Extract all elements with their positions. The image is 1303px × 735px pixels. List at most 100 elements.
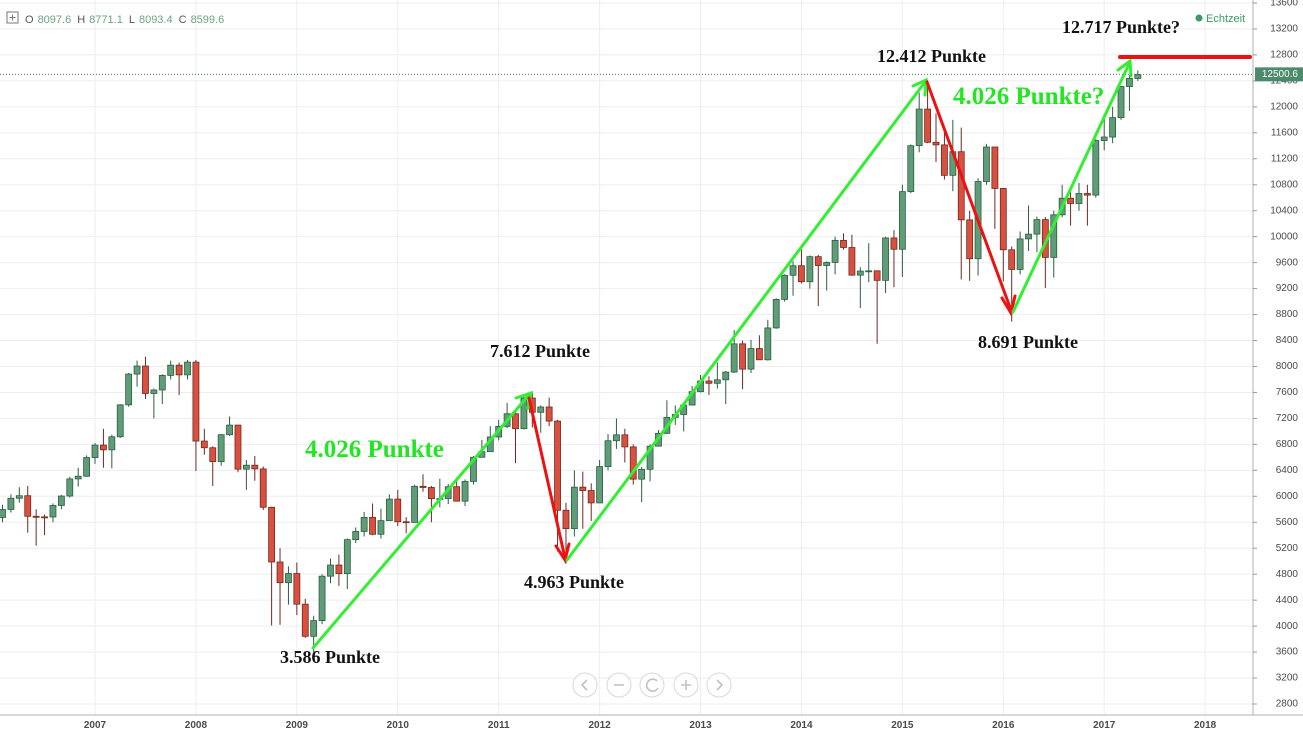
scroll-left[interactable]: [572, 672, 598, 698]
x-tick-label: 2016: [992, 720, 1015, 731]
annotation: 4.026 Punkte?: [953, 83, 1104, 110]
candle-body: [116, 404, 124, 438]
y-tick-label: 2800: [1276, 699, 1299, 710]
candle-body: [798, 265, 805, 283]
candle-body: [1092, 140, 1100, 196]
candle-body: [941, 144, 948, 176]
candle-body: [461, 481, 469, 502]
candle-body: [327, 564, 334, 577]
y-tick-label: 12000: [1270, 101, 1298, 112]
candle-body: [402, 521, 410, 524]
candle-body: [41, 516, 48, 519]
candle-body: [512, 413, 519, 430]
candle-body: [570, 486, 578, 530]
trend-arrows: [311, 55, 1252, 650]
candle-body: [57, 495, 65, 506]
arrow: [1011, 62, 1131, 314]
candle-body: [1134, 73, 1142, 79]
candle-body: [1075, 193, 1083, 204]
candle-body: [470, 456, 477, 482]
candle-body: [1008, 249, 1016, 270]
candle-body: [882, 237, 889, 281]
reset[interactable]: [639, 672, 665, 698]
ohlc-value: 8093.4: [139, 14, 173, 26]
y-tick-label: 10800: [1270, 179, 1298, 190]
y-tick-label: 10000: [1270, 231, 1298, 242]
y-tick-label: 11600: [1271, 127, 1299, 138]
candle-body: [226, 424, 233, 436]
annotation: 12.412 Punkte: [877, 46, 986, 66]
candle-body: [789, 265, 797, 276]
status-dot: [1195, 14, 1203, 22]
candle-body: [579, 486, 587, 491]
candle-body: [814, 256, 822, 266]
candle-body: [915, 108, 923, 147]
y-tick-label: 3600: [1276, 647, 1299, 658]
candle-body: [831, 239, 839, 263]
candle-body: [898, 191, 906, 250]
candle-body: [192, 361, 200, 442]
arrow-head: [911, 77, 928, 97]
y-tick-label: 9200: [1276, 283, 1299, 294]
candle-body: [268, 506, 276, 563]
y-tick-label: 6000: [1276, 491, 1299, 502]
candle-body: [24, 495, 32, 517]
candle-body: [66, 478, 74, 497]
scroll-right[interactable]: [706, 672, 732, 698]
arrow-head: [1000, 294, 1017, 317]
candle-body: [276, 561, 284, 584]
candle-body: [335, 564, 343, 575]
y-tick-label: 5200: [1276, 543, 1299, 554]
arrow: [527, 396, 567, 560]
candle-body: [890, 237, 898, 250]
ohlc-value: 8771.1: [89, 14, 123, 26]
add-icon[interactable]: [6, 11, 19, 24]
candle-body: [428, 487, 435, 500]
y-tick-label: 13600: [1270, 0, 1298, 9]
candle-body: [739, 343, 746, 370]
candle-body: [301, 603, 309, 637]
candle-body: [352, 531, 360, 541]
arrow-head: [1116, 58, 1133, 78]
candle-body: [554, 420, 561, 511]
candle-body: [150, 389, 158, 394]
candle-body: [646, 445, 654, 470]
candle-body: [91, 444, 99, 458]
candle-body: [1025, 233, 1032, 240]
candle-body: [730, 343, 738, 373]
candle-body: [360, 516, 368, 532]
ohlc-key: L: [129, 14, 135, 26]
candle-body: [385, 498, 393, 522]
candle-body: [907, 145, 915, 193]
candle-body: [848, 247, 856, 276]
candle-body: [629, 446, 637, 480]
candle-body: [722, 371, 730, 381]
candle-body: [865, 270, 873, 273]
x-tick-label: 2009: [286, 720, 309, 731]
candle-body: [175, 364, 183, 376]
candle-body: [999, 188, 1007, 251]
y-tick-label: 5600: [1276, 517, 1299, 528]
y-tick-label: 6400: [1276, 465, 1299, 476]
last-price-label: 12500.6: [1262, 69, 1299, 80]
candle-body: [856, 270, 864, 276]
candle-body: [108, 436, 116, 451]
candle-body: [377, 520, 385, 535]
add-icon-cross: [9, 14, 16, 21]
x-tick-label: 2007: [84, 720, 107, 731]
candle-body: [1117, 86, 1125, 119]
x-tick-label: 2014: [790, 720, 813, 731]
arrow: [311, 394, 530, 650]
candle-body: [184, 361, 191, 376]
candle-body: [369, 516, 376, 535]
y-tick-label: 13200: [1270, 24, 1298, 35]
candle-body: [705, 380, 713, 384]
x-tick-label: 2017: [1093, 720, 1116, 731]
candle-body: [285, 573, 292, 584]
y-tick-label: 3200: [1276, 673, 1299, 684]
candle-body: [747, 348, 755, 370]
candle-body: [756, 348, 763, 361]
y-tick-label: 4800: [1276, 569, 1299, 580]
candle-body: [49, 505, 57, 518]
annotation: 4.026 Punkte: [305, 436, 444, 463]
